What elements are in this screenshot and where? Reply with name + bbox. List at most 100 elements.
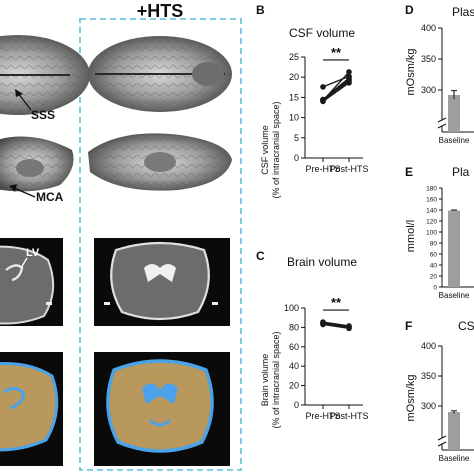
bar-chart-e: 0 20 40 60 80 100 120 140 160 180 Baseline (426, 186, 474, 300)
panel-c-letter: C (256, 249, 265, 263)
data-point (346, 324, 352, 330)
y-tick-label: 160 (426, 197, 437, 204)
panel-b-ylabel-line1: CSF volume (260, 125, 270, 175)
brain-dorsal-baseline (0, 35, 90, 115)
series-line (322, 323, 350, 330)
bar-baseline (448, 94, 460, 132)
y-tick-label: 40 (289, 361, 299, 371)
mri-baseline (0, 238, 63, 326)
brain-ventral-baseline (0, 136, 74, 192)
data-point (346, 75, 352, 81)
mri-hts (94, 238, 230, 326)
arrow-sss (17, 92, 32, 111)
label-sss: SSS (31, 108, 55, 122)
y-tick-label: 40 (430, 263, 438, 270)
y-tick-label: 400 (421, 341, 436, 351)
y-tick-label: 80 (430, 241, 438, 248)
y-tick-label: 300 (421, 85, 436, 95)
brain-dorsal-hts (88, 36, 232, 112)
panel-d-letter: D (405, 3, 414, 17)
x-tick-label: Post-HTS (329, 411, 368, 421)
brain-ventral-hts (88, 133, 232, 191)
panel-e-letter: E (405, 165, 413, 179)
axis-break-mark (437, 441, 447, 447)
panel-c-ylabel-line1: Brain volume (260, 354, 270, 407)
bar-chart-f: 300 350 400 Baseline (421, 341, 474, 463)
bar-baseline (448, 210, 460, 287)
panel-d-title: Plas (452, 5, 474, 19)
y-tick-label: 25 (289, 52, 299, 62)
panel-e: E Pla mmol/l 0 20 40 60 80 100 120 140 160 180 Bas… (405, 165, 474, 300)
x-tick-label: Post-HTS (329, 164, 368, 174)
y-tick-label: 300 (421, 401, 436, 411)
panel-c: C Brain volume Brain volume (% of intrac… (256, 249, 369, 429)
panel-f-letter: F (405, 319, 412, 333)
axis-break-mark (437, 123, 447, 129)
segmentation-baseline (0, 352, 63, 466)
panel-e-title: Pla (452, 165, 470, 179)
label-mca: MCA (36, 190, 64, 204)
series-line (322, 82, 350, 103)
significance-stars: ** (331, 45, 342, 60)
data-point (320, 96, 326, 103)
panel-b: B CSF volume CSF volume (% of intracrani… (256, 3, 369, 199)
y-tick-label: 15 (289, 92, 299, 102)
series-line (322, 321, 350, 327)
y-tick-label: 0 (294, 400, 299, 410)
panel-d: D Plas mOsm/kg 300 350 400 Baseline (405, 3, 474, 145)
panel-b-title: CSF volume (289, 26, 355, 40)
series-line (322, 322, 350, 328)
y-tick-label: 140 (426, 208, 437, 215)
y-tick-label: 350 (421, 371, 436, 381)
panel-c-ylabel-line2: (% of intracranial space) (271, 331, 281, 428)
panel-b-ylabel-line2: (% of intracranial space) (271, 101, 281, 198)
x-tick-label: Baseline (439, 454, 470, 463)
x-tick-label: Baseline (439, 291, 470, 300)
y-tick-label: 0 (433, 285, 437, 292)
panel-d-ylabel: mOsm/kg (405, 48, 417, 95)
label-lv: LV (26, 247, 40, 259)
hts-dashed-box (79, 18, 242, 471)
segmentation-hts (94, 352, 230, 466)
bar-baseline (448, 412, 460, 450)
x-tick-label: Pre-HTS (305, 411, 340, 421)
data-point (320, 320, 326, 327)
y-tick-label: 100 (284, 303, 299, 313)
axis-break-mark (437, 435, 447, 441)
series-line (322, 77, 350, 100)
y-tick-label: 20 (430, 274, 438, 281)
hts-group-label: +HTS (137, 1, 184, 21)
bar-chart-d: 300 350 400 Baseline (421, 23, 474, 145)
y-tick-label: 120 (426, 219, 437, 226)
arrow-mca (13, 187, 36, 198)
x-tick-label: Pre-HTS (305, 164, 340, 174)
axis-break-mark (437, 117, 447, 123)
panel-f-title: CS (458, 319, 474, 333)
series-line (322, 80, 350, 101)
y-tick-label: 180 (426, 186, 437, 193)
panel-a: +HTS SSS MCA (0, 1, 242, 471)
panel-f-ylabel: mOsm/kg (405, 374, 417, 421)
y-tick-label: 80 (289, 322, 299, 332)
panel-e-ylabel: mmol/l (405, 220, 417, 252)
y-tick-label: 400 (421, 23, 436, 33)
y-tick-label: 60 (289, 342, 299, 352)
y-tick-label: 10 (289, 113, 299, 123)
significance-stars: ** (331, 295, 342, 310)
y-tick-label: 0 (294, 153, 299, 163)
y-tick-label: 5 (294, 133, 299, 143)
series-line (322, 75, 350, 88)
y-tick-label: 20 (289, 381, 299, 391)
x-tick-label: Baseline (439, 136, 470, 145)
y-tick-label: 60 (430, 252, 438, 259)
y-tick-label: 100 (426, 230, 437, 237)
panel-c-title: Brain volume (287, 255, 357, 269)
panel-b-letter: B (256, 3, 265, 17)
y-tick-label: 350 (421, 54, 436, 64)
data-point (346, 69, 352, 75)
data-point (320, 84, 326, 90)
y-tick-label: 20 (289, 72, 299, 82)
